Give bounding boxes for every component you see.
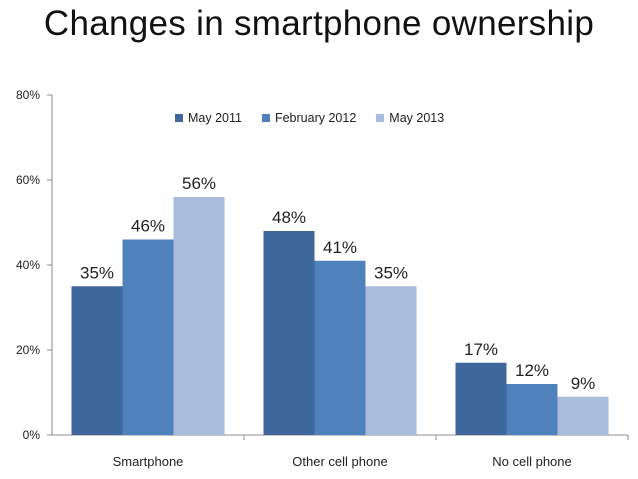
x-tick-label-smartphone: Smartphone	[113, 454, 184, 469]
data-label-other-cell-phone-may-2011: 48%	[272, 208, 306, 227]
legend-swatch-may-2011	[175, 114, 183, 122]
bar-no-cell-phone-february-2012	[506, 384, 558, 435]
legend-item-may-2011: May 2011	[175, 111, 242, 125]
legend-label-may-2011: May 2011	[188, 111, 242, 125]
chart-title: Changes in smartphone ownership	[43, 4, 595, 43]
bar-other-cell-phone-may-2013	[365, 286, 417, 435]
bar-smartphone-may-2011	[71, 286, 123, 435]
data-label-smartphone-may-2013: 56%	[182, 174, 216, 193]
legend-item-may-2013: May 2013	[376, 111, 444, 125]
bar-smartphone-may-2013	[173, 197, 225, 435]
legend-label-may-2013: May 2013	[389, 111, 445, 125]
data-label-smartphone-may-2011: 35%	[80, 263, 114, 282]
data-label-no-cell-phone-february-2012: 12%	[515, 361, 549, 380]
y-tick-label: 60%	[16, 173, 40, 187]
y-tick-label: 80%	[16, 88, 40, 102]
bar-no-cell-phone-may-2011	[455, 362, 507, 435]
legend-item-february-2012: February 2012	[261, 111, 357, 125]
legend-swatch-february-2012	[261, 114, 270, 122]
data-label-no-cell-phone-may-2011: 17%	[464, 340, 498, 359]
legend-swatch-may-2013	[376, 114, 385, 122]
x-tick-label-other-cell-phone: Other cell phone	[292, 454, 387, 469]
legend-label-february-2012: February 2012	[274, 111, 357, 125]
data-label-other-cell-phone-may-2013: 35%	[374, 263, 408, 282]
data-label-other-cell-phone-february-2012: 41%	[323, 238, 357, 257]
data-label-smartphone-february-2012: 46%	[131, 217, 165, 236]
legend: May 2011 February 2012 May 2013	[175, 111, 444, 125]
y-tick-label: 40%	[16, 258, 40, 272]
bar-other-cell-phone-may-2011	[263, 231, 315, 435]
y-tick-label: 20%	[16, 343, 40, 357]
bar-smartphone-february-2012	[122, 239, 174, 435]
bar-no-cell-phone-may-2013	[557, 396, 609, 435]
x-tick-label-no-cell-phone: No cell phone	[492, 454, 572, 469]
bar-other-cell-phone-february-2012	[314, 260, 366, 435]
y-tick-label: 0%	[23, 428, 41, 442]
data-label-no-cell-phone-may-2013: 9%	[571, 374, 596, 393]
